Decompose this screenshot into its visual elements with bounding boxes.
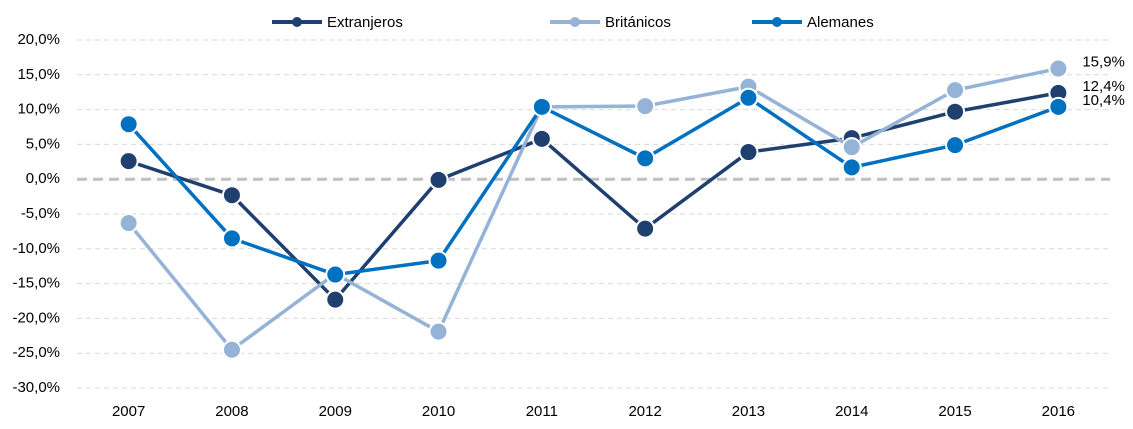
y-tick-label: -20,0% <box>12 309 60 326</box>
y-tick-label: -30,0% <box>12 379 60 396</box>
x-tick-label: 2010 <box>422 403 455 420</box>
x-tick-label: 2014 <box>835 403 868 420</box>
y-tick-label: -15,0% <box>12 275 60 292</box>
y-tick-label: -10,0% <box>12 240 60 257</box>
series-line <box>127 95 1059 277</box>
point <box>325 289 346 310</box>
point <box>118 151 139 172</box>
point <box>945 135 966 156</box>
legend-marker <box>570 17 580 27</box>
y-tick-label: 15,0% <box>17 66 60 83</box>
y-tick-label: 5,0% <box>26 135 60 152</box>
point <box>325 264 346 285</box>
point <box>221 339 242 360</box>
legend-marker <box>292 17 302 27</box>
y-tick-label: 0,0% <box>26 170 60 187</box>
point <box>428 169 449 190</box>
y-tick-label: -5,0% <box>21 205 60 222</box>
point <box>635 218 656 239</box>
x-tick-label: 2009 <box>319 403 352 420</box>
point <box>945 101 966 122</box>
x-tick-label: 2013 <box>732 403 765 420</box>
x-tick-label: 2015 <box>938 403 971 420</box>
point <box>428 250 449 271</box>
point <box>738 87 759 108</box>
x-tick-label: 2012 <box>628 403 661 420</box>
legend-marker <box>772 17 782 27</box>
point <box>531 96 552 117</box>
point <box>1048 96 1069 117</box>
x-tick-label: 2008 <box>215 403 248 420</box>
series-line <box>128 91 1059 303</box>
legend-label: Extranjeros <box>327 14 403 31</box>
point <box>118 114 139 135</box>
point <box>221 185 242 206</box>
point <box>635 148 656 169</box>
data-label: 12,4% <box>1082 78 1125 95</box>
point <box>118 213 139 234</box>
legend-label: Británicos <box>605 14 671 31</box>
point <box>1048 58 1069 79</box>
series-line <box>127 66 1059 353</box>
point <box>531 128 552 149</box>
data-label: 15,9% <box>1082 54 1125 71</box>
point <box>635 96 656 117</box>
legend-label: Alemanes <box>807 14 874 31</box>
x-tick-label: 2016 <box>1042 403 1075 420</box>
y-tick-label: -25,0% <box>12 344 60 361</box>
y-tick-label: 10,0% <box>17 101 60 118</box>
point <box>841 137 862 158</box>
x-tick-label: 2007 <box>112 403 145 420</box>
point <box>738 142 759 163</box>
point <box>428 321 449 342</box>
point <box>945 80 966 101</box>
point <box>841 157 862 178</box>
point <box>221 228 242 249</box>
y-tick-label: 20,0% <box>17 31 60 48</box>
x-tick-label: 2011 <box>526 403 558 420</box>
data-label: 10,4% <box>1082 92 1125 109</box>
